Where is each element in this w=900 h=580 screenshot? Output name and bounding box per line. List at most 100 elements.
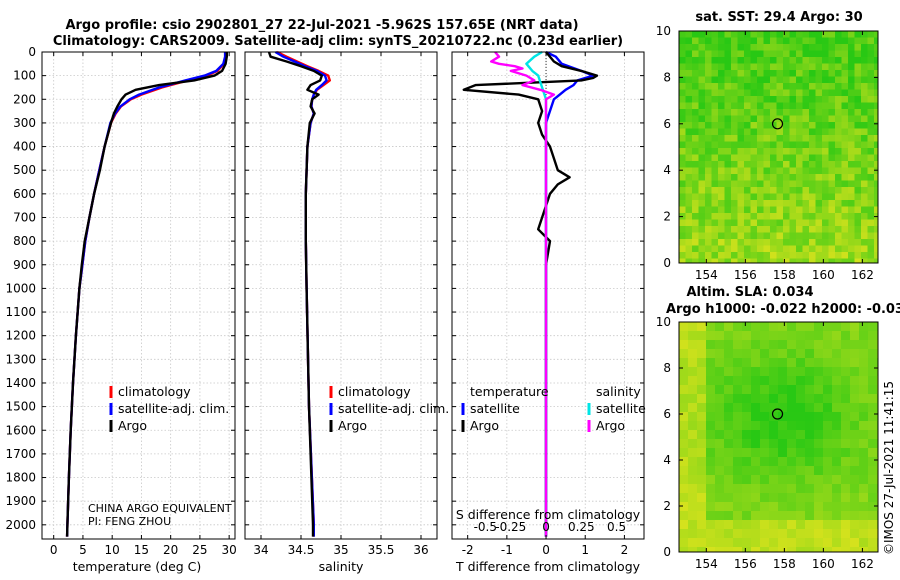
map-cell xyxy=(859,484,869,494)
map-cell xyxy=(841,135,849,142)
map-cell xyxy=(841,403,851,413)
map-cell xyxy=(822,258,829,264)
map-cell xyxy=(724,187,732,194)
map-cell xyxy=(835,128,842,136)
map-cell xyxy=(737,161,745,168)
map-cell xyxy=(828,128,836,136)
map-cell xyxy=(841,31,849,38)
map-cell xyxy=(868,322,878,332)
map-cell xyxy=(705,213,712,220)
map-cell xyxy=(787,421,797,431)
map-cell xyxy=(697,538,707,548)
legend3-temp-sat-label: satellite xyxy=(470,401,520,416)
map-cell xyxy=(698,70,706,77)
map-cell xyxy=(760,439,770,449)
map-cell xyxy=(733,367,743,377)
map-cell xyxy=(760,403,770,413)
map-cell xyxy=(705,206,712,214)
map-cell xyxy=(724,511,734,521)
map-cell xyxy=(796,349,806,359)
x-tick-label: 25 xyxy=(192,543,207,557)
map-cell xyxy=(783,135,790,142)
map-cell xyxy=(679,367,689,377)
map-cell xyxy=(750,174,758,181)
map-cell xyxy=(841,475,851,485)
map-cell xyxy=(744,83,751,90)
map-cell xyxy=(815,128,823,136)
map-cell xyxy=(718,44,725,51)
map-cell xyxy=(828,141,836,149)
y-tick-label: 500 xyxy=(13,163,36,177)
map-cell xyxy=(805,430,815,440)
map-cell xyxy=(854,37,862,45)
map-cell xyxy=(698,174,706,181)
map-cell xyxy=(867,245,875,253)
map-cell xyxy=(802,239,810,246)
map-cell xyxy=(822,89,829,97)
map-y-tick-label: 2 xyxy=(663,499,671,513)
map-cell xyxy=(796,385,806,395)
map-cell xyxy=(751,448,761,458)
map-cell xyxy=(724,128,732,136)
map-cell xyxy=(822,193,829,201)
map-cell xyxy=(815,135,823,142)
argo-position-marker xyxy=(771,408,784,420)
map-cell xyxy=(742,520,752,530)
map-cell xyxy=(796,89,803,97)
map-cell xyxy=(706,484,716,494)
map-cell xyxy=(828,135,836,142)
map-cell xyxy=(733,484,743,494)
map-cell xyxy=(789,219,797,227)
map-cell xyxy=(789,167,797,175)
map-cell xyxy=(724,115,732,123)
map-cell xyxy=(744,63,751,71)
x-tick-label: -1 xyxy=(501,543,513,557)
map-cell xyxy=(750,193,758,201)
map-cell xyxy=(718,187,725,194)
map-cell xyxy=(796,148,803,155)
map-cell xyxy=(854,180,862,188)
map-cell xyxy=(861,31,868,38)
map-cell xyxy=(828,167,836,175)
map-cell xyxy=(783,213,790,220)
map-cell xyxy=(711,83,719,90)
map-cell xyxy=(841,511,851,521)
map-cell xyxy=(809,245,816,253)
map-cell xyxy=(718,57,725,64)
map-cell xyxy=(731,102,738,110)
map-cell xyxy=(841,161,849,168)
map-cell xyxy=(737,258,745,264)
map-cell xyxy=(850,367,860,377)
map-cell xyxy=(848,245,855,253)
map-cell xyxy=(832,457,842,467)
map-cell xyxy=(835,70,842,77)
map-cell xyxy=(760,448,770,458)
map-cell xyxy=(787,502,797,512)
map-cell xyxy=(814,529,824,539)
map-cell xyxy=(859,322,869,332)
map-cell xyxy=(796,206,803,214)
map-cell xyxy=(724,174,732,181)
map-cell xyxy=(809,122,816,129)
map-cell xyxy=(770,115,777,123)
map-cell xyxy=(841,115,849,123)
map-cell xyxy=(789,44,797,51)
map-cell xyxy=(698,122,706,129)
map-cell xyxy=(867,31,875,38)
map-cell xyxy=(744,141,751,149)
legend3-temp-head: temperature xyxy=(470,384,549,399)
map-cell xyxy=(874,37,879,45)
map-cell xyxy=(848,128,855,136)
map-cell xyxy=(770,245,777,253)
map-cell xyxy=(688,547,698,553)
map-cell xyxy=(763,135,771,142)
map-cell xyxy=(742,547,752,553)
difference-legend: temperature salinity satellite Argo sate… xyxy=(461,384,646,433)
map-cell xyxy=(692,206,699,214)
map-cell xyxy=(796,502,806,512)
map-cell xyxy=(731,226,738,233)
map-cell xyxy=(874,102,879,110)
map-cell xyxy=(737,187,745,194)
map-cell xyxy=(861,258,868,264)
